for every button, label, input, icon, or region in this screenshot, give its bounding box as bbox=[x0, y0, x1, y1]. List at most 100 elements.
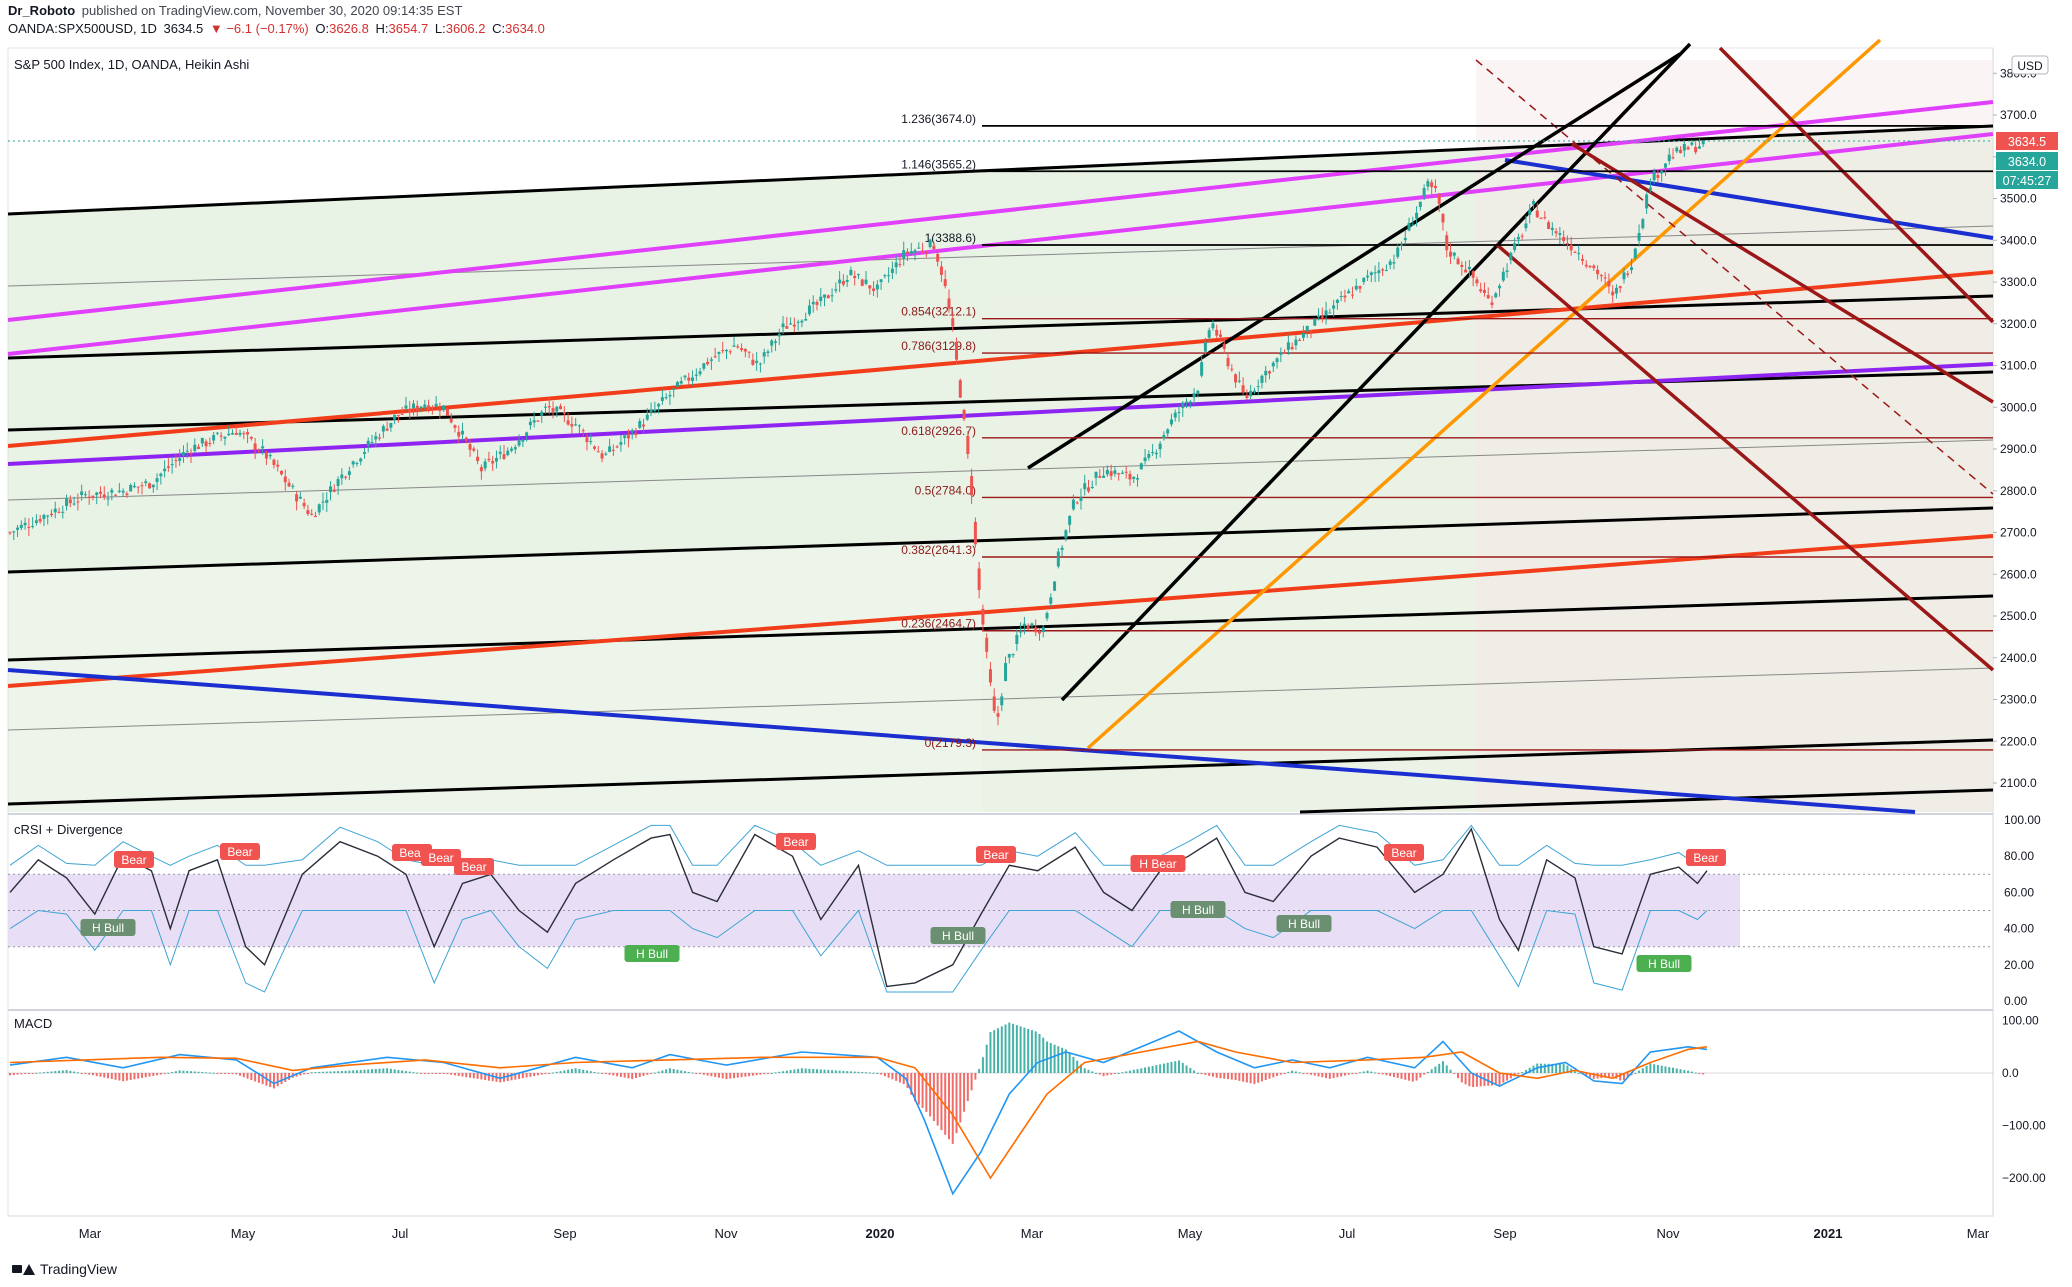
candle[interactable] bbox=[792, 317, 796, 333]
channel-low2-line[interactable] bbox=[7, 594, 1994, 662]
author-name[interactable]: Dr_Roboto bbox=[8, 3, 76, 18]
candle[interactable] bbox=[962, 408, 966, 422]
candle[interactable] bbox=[1663, 162, 1667, 176]
candle[interactable] bbox=[1226, 353, 1230, 370]
candle[interactable] bbox=[864, 271, 868, 286]
candle[interactable] bbox=[1630, 258, 1634, 274]
bear-divergence-label[interactable]: Bear bbox=[421, 849, 461, 866]
candle[interactable] bbox=[72, 496, 76, 506]
candle[interactable] bbox=[525, 431, 529, 442]
candle[interactable] bbox=[981, 604, 985, 632]
candle[interactable] bbox=[611, 444, 615, 456]
candle[interactable] bbox=[385, 421, 389, 432]
candle[interactable] bbox=[1011, 653, 1015, 658]
blue-line-upper[interactable] bbox=[1504, 158, 1994, 240]
candle[interactable] bbox=[1547, 220, 1551, 230]
candle[interactable] bbox=[1290, 342, 1294, 351]
candle[interactable] bbox=[1188, 400, 1192, 409]
blue-line-lower[interactable] bbox=[7, 668, 1916, 814]
candle[interactable] bbox=[1418, 201, 1422, 211]
candle[interactable] bbox=[264, 450, 268, 465]
candle[interactable] bbox=[276, 459, 280, 472]
candle[interactable] bbox=[740, 343, 744, 352]
candle[interactable] bbox=[1090, 480, 1094, 490]
candle[interactable] bbox=[393, 414, 397, 425]
candle[interactable] bbox=[178, 449, 182, 466]
candle[interactable] bbox=[751, 353, 755, 366]
crsi-line[interactable] bbox=[9, 827, 1708, 988]
candle[interactable] bbox=[8, 531, 12, 535]
candle[interactable] bbox=[404, 397, 408, 411]
candle[interactable] bbox=[476, 449, 480, 465]
candle[interactable] bbox=[1449, 243, 1453, 265]
candle[interactable] bbox=[483, 458, 487, 472]
candle[interactable] bbox=[65, 494, 69, 511]
bear-divergence-label[interactable]: Bear bbox=[1384, 844, 1424, 861]
candle[interactable] bbox=[540, 410, 544, 423]
candle[interactable] bbox=[1482, 282, 1486, 297]
darkred-dashed-line[interactable] bbox=[1475, 59, 1994, 495]
candle[interactable] bbox=[1607, 273, 1611, 294]
candle[interactable] bbox=[1301, 325, 1305, 341]
candle[interactable] bbox=[1467, 259, 1471, 279]
candle[interactable] bbox=[1588, 265, 1592, 269]
candle[interactable] bbox=[321, 492, 325, 511]
candle[interactable] bbox=[1211, 319, 1215, 331]
candle[interactable] bbox=[766, 349, 770, 357]
candle[interactable] bbox=[724, 348, 728, 360]
candle[interactable] bbox=[1158, 441, 1162, 458]
candle[interactable] bbox=[27, 518, 31, 537]
candle[interactable] bbox=[1430, 179, 1434, 195]
candle[interactable] bbox=[1558, 226, 1562, 245]
candle[interactable] bbox=[713, 347, 717, 359]
candle[interactable] bbox=[1030, 622, 1034, 628]
candle[interactable] bbox=[1626, 270, 1630, 278]
candle[interactable] bbox=[657, 402, 661, 414]
candle[interactable] bbox=[1347, 288, 1351, 294]
candle[interactable] bbox=[619, 434, 623, 452]
candle[interactable] bbox=[1577, 245, 1581, 261]
candle[interactable] bbox=[1309, 329, 1313, 339]
candle[interactable] bbox=[1350, 286, 1354, 299]
candle[interactable] bbox=[736, 344, 740, 349]
candle[interactable] bbox=[951, 311, 955, 332]
candle[interactable] bbox=[1196, 389, 1200, 398]
candle[interactable] bbox=[19, 520, 23, 531]
candle[interactable] bbox=[1358, 285, 1362, 293]
candle[interactable] bbox=[102, 486, 106, 500]
candle[interactable] bbox=[1147, 450, 1151, 461]
candle[interactable] bbox=[1120, 470, 1124, 475]
candle[interactable] bbox=[1241, 377, 1245, 395]
candle[interactable] bbox=[570, 416, 574, 434]
bear-divergence-label[interactable]: Bear bbox=[1686, 849, 1726, 866]
candle[interactable] bbox=[1505, 263, 1509, 278]
candle[interactable] bbox=[577, 424, 581, 434]
candle[interactable] bbox=[1060, 545, 1064, 556]
candle[interactable] bbox=[909, 242, 913, 256]
candle[interactable] bbox=[936, 249, 940, 267]
candle[interactable] bbox=[1098, 468, 1102, 479]
candle[interactable] bbox=[1015, 629, 1019, 651]
candle[interactable] bbox=[1083, 474, 1087, 496]
black-wedge-upper[interactable] bbox=[1027, 52, 1681, 470]
candle[interactable] bbox=[1679, 146, 1683, 154]
candle[interactable] bbox=[1675, 146, 1679, 154]
candle[interactable] bbox=[238, 429, 242, 437]
candle[interactable] bbox=[1041, 624, 1045, 638]
candle[interactable] bbox=[1456, 256, 1460, 265]
candle[interactable] bbox=[151, 484, 155, 493]
candle[interactable] bbox=[415, 400, 419, 416]
candle[interactable] bbox=[295, 491, 299, 511]
candle[interactable] bbox=[1407, 217, 1411, 232]
candle[interactable] bbox=[559, 403, 563, 410]
candle[interactable] bbox=[1354, 278, 1358, 291]
candle[interactable] bbox=[1550, 222, 1554, 236]
candle[interactable] bbox=[1490, 295, 1494, 309]
candle[interactable] bbox=[1618, 285, 1622, 293]
candle[interactable] bbox=[985, 633, 989, 659]
candle[interactable] bbox=[800, 319, 804, 328]
candle[interactable] bbox=[1599, 273, 1603, 282]
candle[interactable] bbox=[1671, 148, 1675, 160]
candle[interactable] bbox=[932, 242, 936, 250]
candle[interactable] bbox=[702, 362, 706, 371]
